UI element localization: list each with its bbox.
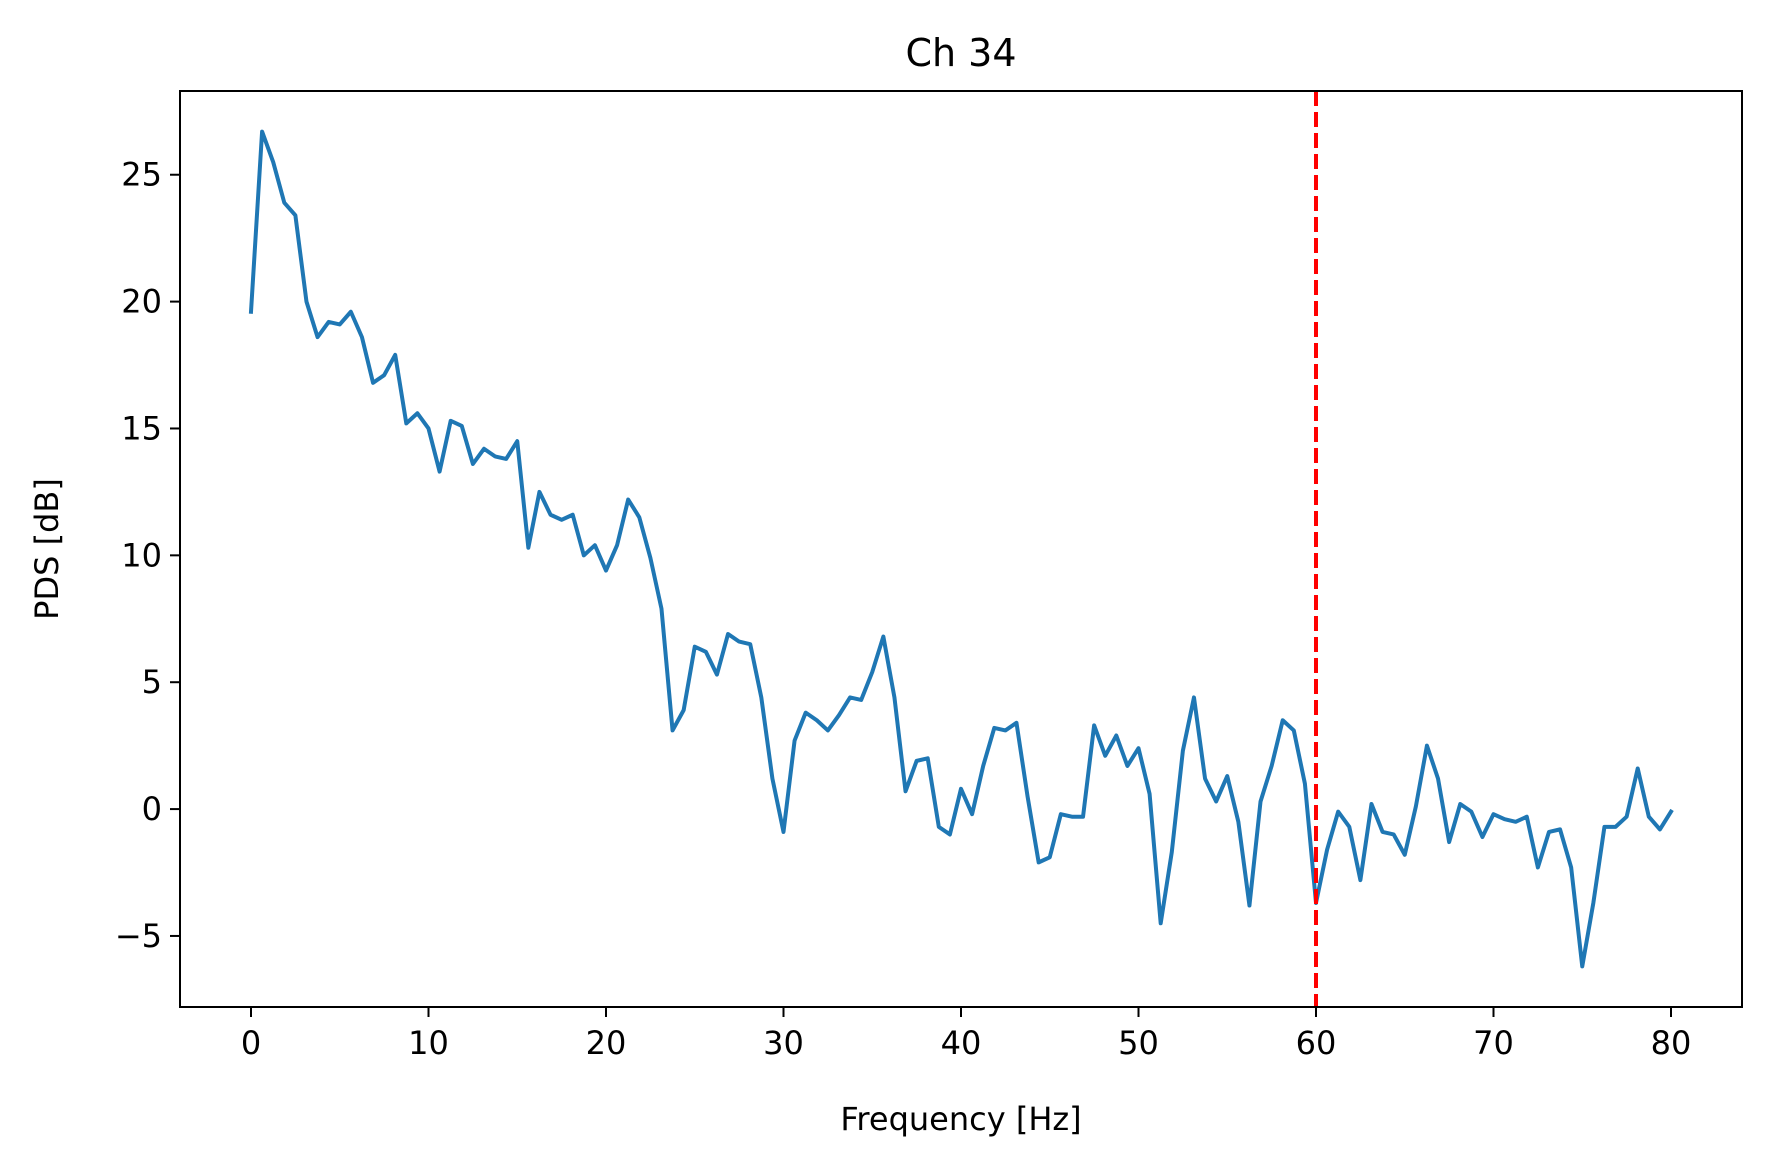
x-tick-label: 70 [1473, 1024, 1514, 1062]
x-axis: 0 10 20 30 40 50 60 70 80 [241, 1007, 1692, 1062]
y-axis-label: PDS [dB] [28, 478, 66, 620]
x-tick-label: 10 [408, 1024, 449, 1062]
x-tick-label: 50 [1118, 1024, 1159, 1062]
y-tick-label: 15 [121, 409, 162, 447]
y-tick-label: 10 [121, 536, 162, 574]
y-tick-label: −5 [115, 917, 162, 955]
y-axis: −5 0 5 10 15 20 25 [115, 156, 180, 955]
x-tick-label: 20 [586, 1024, 627, 1062]
x-axis-label: Frequency [Hz] [840, 1100, 1081, 1138]
y-tick-label: 20 [121, 283, 162, 321]
series-layer [248, 129, 1674, 969]
chart-title: Ch 34 [905, 31, 1016, 75]
x-tick-label: 0 [241, 1024, 261, 1062]
y-tick-label: 25 [121, 156, 162, 194]
x-tick-label: 80 [1651, 1024, 1692, 1062]
y-tick-label: 5 [142, 663, 162, 701]
plot-area [180, 91, 1742, 1007]
series-line-0 [248, 129, 1674, 969]
y-tick-label: 0 [142, 790, 162, 828]
x-tick-label: 30 [763, 1024, 804, 1062]
x-tick-label: 60 [1296, 1024, 1337, 1062]
x-tick-label: 40 [941, 1024, 982, 1062]
